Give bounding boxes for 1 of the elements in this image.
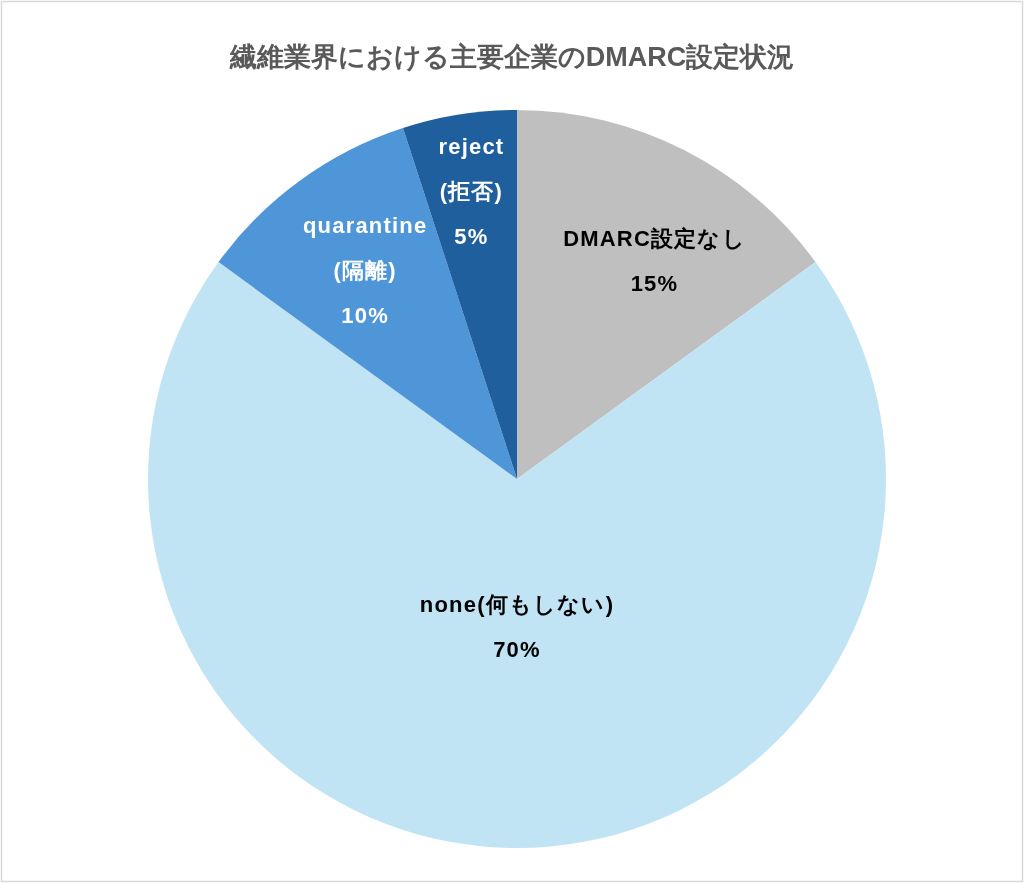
title: 繊維業界における主要企業のDMARC設定状況 [229,42,795,72]
